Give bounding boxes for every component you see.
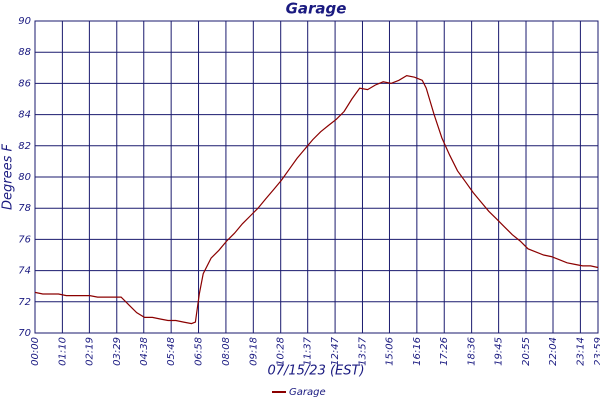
legend-label: Garage bbox=[289, 387, 326, 398]
y-tick-label: 86 bbox=[18, 78, 31, 89]
x-axis-label: 07/15/23 (EST) bbox=[267, 364, 364, 379]
x-tick-label: 10:28 bbox=[276, 337, 287, 366]
data-line bbox=[34, 74, 599, 325]
x-tick-label: 12:47 bbox=[330, 336, 341, 365]
x-tick-label: 23:59 bbox=[593, 337, 600, 366]
chart-title: Garage bbox=[286, 0, 347, 18]
x-tick-label: 02:19 bbox=[84, 337, 95, 366]
x-tick-label: 19:45 bbox=[494, 337, 505, 366]
x-tick-label: 09:18 bbox=[248, 337, 259, 366]
x-tick-label: 20:55 bbox=[521, 337, 532, 366]
y-tick-label: 84 bbox=[18, 110, 31, 121]
y-tick-label: 70 bbox=[18, 328, 31, 339]
x-tick-label: 06:58 bbox=[194, 337, 205, 366]
x-tick-label: 15:06 bbox=[384, 337, 395, 366]
x-tick-label: 01:10 bbox=[57, 337, 68, 366]
x-tick-label: 17:26 bbox=[439, 337, 450, 366]
y-tick-label: 82 bbox=[18, 141, 31, 152]
y-tick-label: 78 bbox=[18, 203, 31, 214]
x-tick-label: 13:57 bbox=[357, 336, 368, 365]
x-tick-label: 23:14 bbox=[575, 337, 586, 366]
x-tick-label: 16:16 bbox=[412, 337, 423, 366]
y-tick-label: 88 bbox=[18, 47, 31, 58]
y-tick-label: 90 bbox=[18, 16, 31, 27]
y-axis-label: Degrees F bbox=[1, 143, 16, 210]
y-tick-label: 76 bbox=[18, 234, 31, 245]
x-tick-label: 22:04 bbox=[548, 337, 559, 366]
x-tick-label: 11:37 bbox=[303, 336, 314, 365]
x-tick-label: 03:29 bbox=[112, 337, 123, 366]
x-tick-label: 08:08 bbox=[221, 337, 232, 366]
y-tick-label: 74 bbox=[18, 266, 31, 277]
x-tick-label: 05:48 bbox=[166, 337, 177, 366]
x-tick-label: 00:00 bbox=[30, 337, 41, 366]
y-tick-label: 72 bbox=[18, 297, 31, 308]
x-tick-label: 18:36 bbox=[467, 337, 478, 366]
x-tick-label: 04:38 bbox=[139, 337, 150, 366]
y-tick-label: 80 bbox=[18, 172, 31, 183]
